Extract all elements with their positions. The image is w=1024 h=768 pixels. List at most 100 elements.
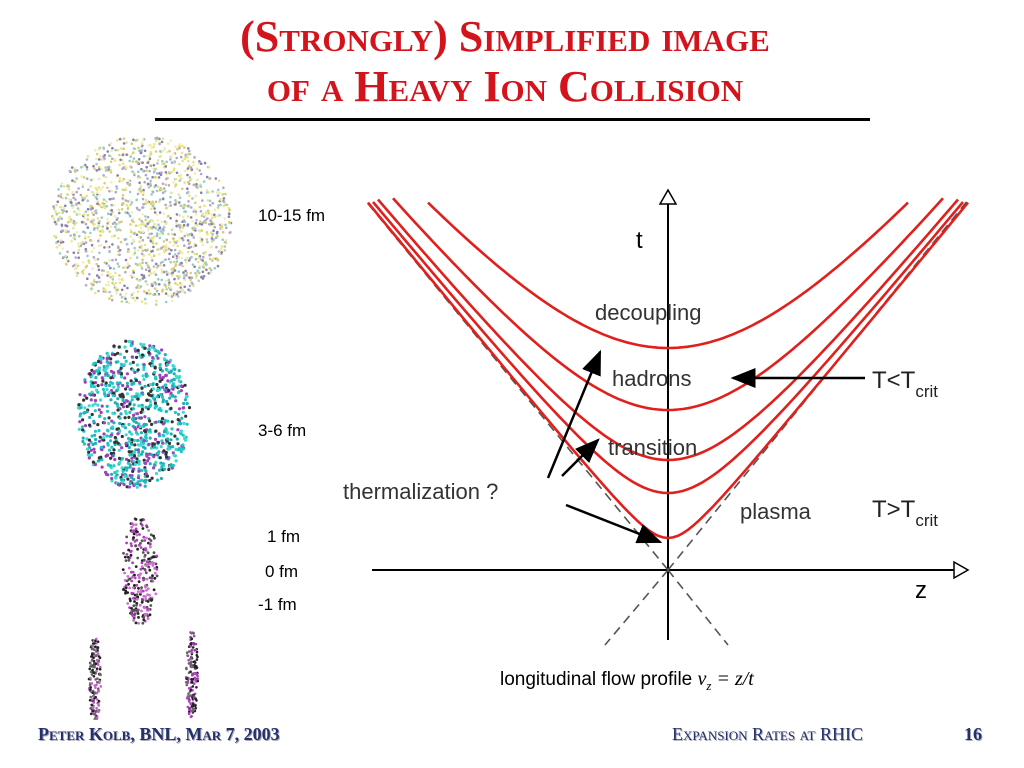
particle — [206, 217, 209, 220]
particle — [137, 279, 141, 283]
particle — [125, 300, 129, 304]
particle — [162, 212, 166, 216]
particle — [164, 409, 168, 414]
particle — [151, 204, 155, 208]
particle — [103, 203, 106, 207]
particle — [129, 165, 132, 168]
particle — [228, 231, 232, 235]
particle — [165, 431, 170, 435]
particle — [100, 273, 104, 277]
particle — [206, 209, 210, 212]
particle — [138, 224, 141, 227]
particle — [70, 204, 74, 207]
particle — [79, 241, 83, 245]
particle — [137, 462, 141, 466]
particle — [119, 228, 122, 232]
particle — [123, 238, 127, 241]
particle — [187, 406, 192, 410]
particle — [189, 245, 193, 249]
particle — [181, 187, 184, 191]
particle — [170, 249, 173, 252]
particle — [81, 418, 85, 422]
particle — [100, 205, 103, 209]
particle — [124, 359, 128, 363]
particle — [146, 228, 150, 232]
particle — [178, 263, 182, 266]
particle — [150, 422, 154, 426]
particle — [179, 177, 183, 180]
particle — [161, 290, 164, 293]
particle — [182, 206, 186, 209]
particle — [117, 246, 120, 250]
particle — [128, 182, 132, 186]
title-line: (Strongly) Simplified image — [240, 12, 770, 61]
particle — [154, 273, 158, 277]
particle — [107, 220, 110, 224]
particle — [135, 485, 139, 489]
particle — [72, 251, 76, 254]
particle — [76, 406, 80, 410]
particle — [171, 271, 175, 274]
particle — [197, 229, 201, 232]
particle — [79, 203, 82, 206]
particle — [97, 186, 101, 189]
particle — [152, 254, 156, 257]
particle — [145, 261, 148, 265]
particle — [194, 257, 198, 261]
particle — [115, 291, 118, 295]
particle — [181, 264, 184, 268]
particle — [106, 274, 109, 277]
particle — [118, 274, 121, 277]
particle — [60, 208, 64, 212]
particle — [92, 193, 95, 197]
particle — [96, 716, 99, 719]
particle — [101, 201, 105, 205]
particle — [99, 230, 102, 233]
particle — [128, 199, 132, 202]
particle — [109, 439, 113, 443]
particle — [108, 250, 111, 254]
particle — [195, 178, 199, 182]
particle — [89, 448, 93, 452]
particle — [142, 458, 146, 462]
particle — [177, 193, 181, 196]
particle — [143, 415, 147, 419]
footer-left: Peter Kolb, BNL, Mar 7, 2003 — [38, 724, 280, 744]
particle — [193, 265, 196, 269]
particle — [190, 168, 194, 171]
particle — [163, 250, 166, 254]
particle — [158, 376, 163, 380]
particle — [149, 403, 153, 408]
particle — [177, 291, 180, 294]
particle — [78, 393, 82, 397]
particle — [169, 432, 173, 436]
particle — [84, 222, 88, 226]
particle — [169, 195, 172, 199]
particle — [136, 443, 140, 447]
time-label: 10-15 fm — [258, 206, 326, 225]
particle — [139, 264, 143, 268]
particle — [78, 209, 81, 212]
particle — [140, 267, 144, 270]
particle — [96, 202, 99, 206]
particle — [142, 377, 146, 381]
particle — [195, 274, 198, 277]
particle — [143, 180, 146, 184]
particle — [202, 275, 206, 278]
particle — [131, 170, 134, 173]
particle — [190, 233, 194, 237]
particle — [162, 162, 166, 166]
particle — [123, 284, 126, 288]
particle — [134, 160, 138, 164]
particle — [89, 220, 93, 223]
particle — [106, 212, 110, 215]
particle — [70, 166, 74, 169]
particle — [145, 165, 148, 169]
region-label: hadrons — [612, 366, 692, 391]
particle — [179, 281, 182, 285]
particle — [210, 213, 214, 217]
particle — [108, 189, 111, 193]
particle — [77, 242, 80, 246]
particle — [132, 296, 135, 300]
region-label: transition — [608, 435, 697, 460]
